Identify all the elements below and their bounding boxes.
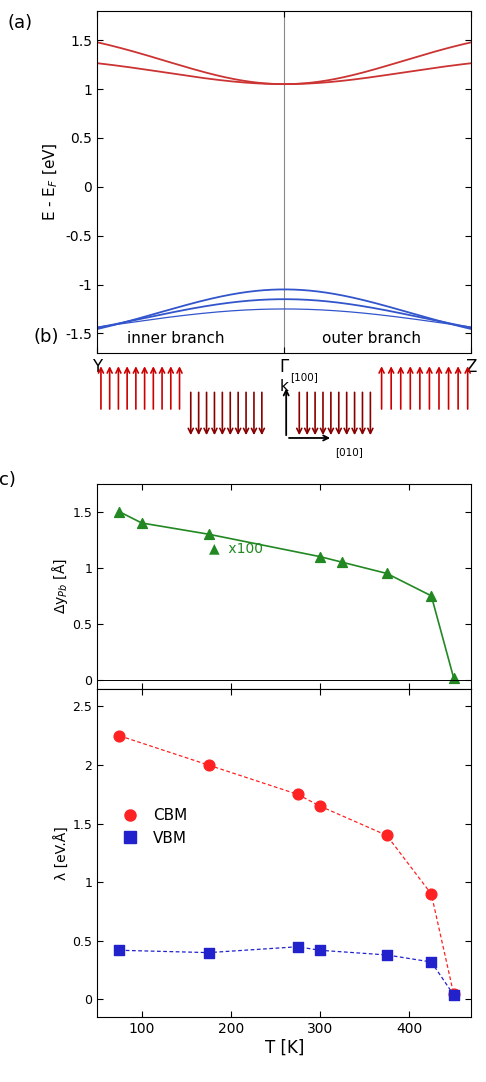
Text: (c): (c) <box>0 472 17 489</box>
Point <box>116 727 123 744</box>
Point <box>428 885 435 902</box>
Point <box>383 827 391 844</box>
Text: (b): (b) <box>34 329 59 346</box>
Point <box>383 947 391 964</box>
Text: ▲  x100: ▲ x100 <box>209 541 263 555</box>
Text: (a): (a) <box>7 14 33 32</box>
Point <box>116 941 123 959</box>
Point <box>294 938 301 955</box>
Point <box>294 786 301 803</box>
Point <box>428 953 435 971</box>
Point <box>450 986 457 1003</box>
Point <box>316 547 324 565</box>
X-axis label: k: k <box>280 379 289 394</box>
Y-axis label: λ [eV.Å]: λ [eV.Å] <box>54 827 69 880</box>
Text: [100]: [100] <box>290 372 318 382</box>
Point <box>338 554 346 571</box>
Point <box>450 985 457 1002</box>
Point <box>116 503 123 520</box>
Point <box>428 588 435 605</box>
Legend: CBM, VBM: CBM, VBM <box>108 802 193 852</box>
Y-axis label: Δy$_{Pb}$ [Å]: Δy$_{Pb}$ [Å] <box>50 558 69 615</box>
Point <box>205 944 212 961</box>
Point <box>450 669 457 686</box>
Point <box>205 526 212 543</box>
Text: outer branch: outer branch <box>322 331 421 346</box>
Text: [010]: [010] <box>335 447 363 457</box>
Text: inner branch: inner branch <box>127 331 225 346</box>
Point <box>316 941 324 959</box>
Point <box>316 797 324 815</box>
Point <box>138 514 146 531</box>
Point <box>383 565 391 582</box>
X-axis label: T [K]: T [K] <box>264 1039 304 1057</box>
Point <box>205 756 212 774</box>
Y-axis label: E - E$_F$ [eV]: E - E$_F$ [eV] <box>41 143 60 221</box>
